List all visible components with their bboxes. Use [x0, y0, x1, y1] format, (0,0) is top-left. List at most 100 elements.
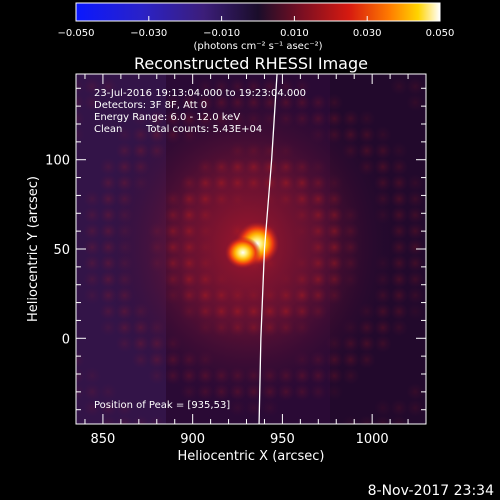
ripple-blob [373, 206, 392, 225]
ripple-blob [131, 302, 150, 321]
ripple-blob [293, 206, 312, 225]
ripple-blob [373, 125, 392, 144]
ripple-blob [131, 334, 150, 353]
ripple-blob [115, 125, 134, 144]
ripple-blob [180, 109, 199, 128]
ripple-blob [260, 318, 279, 337]
ripple-blob [180, 270, 199, 289]
ripple-blob [325, 238, 344, 257]
ripple-blob [341, 238, 360, 257]
ripple-blob [406, 77, 425, 96]
ripple-blob [373, 190, 392, 208]
ripple-blob [131, 350, 150, 369]
ripple-blob [325, 286, 344, 305]
ripple-blob [99, 238, 118, 257]
ripple-blob [293, 77, 312, 96]
ripple-blob [99, 190, 118, 208]
ripple-blob [341, 206, 360, 225]
ripple-blob [196, 190, 215, 208]
ripple-blob [196, 173, 215, 192]
ripple-blob [341, 334, 360, 353]
ripple-blob [147, 318, 166, 337]
ripple-blob [131, 141, 150, 160]
ripple-blob [228, 77, 247, 96]
ripple-blob [196, 350, 215, 369]
ripple-blob [341, 350, 360, 369]
ripple-blob [373, 173, 392, 192]
ripple-blob [260, 302, 279, 321]
ripple-blob [325, 109, 344, 128]
ripple-blob [212, 109, 231, 128]
ripple-blob [163, 238, 182, 257]
ripple-blob [341, 415, 360, 424]
ripple-blob [147, 366, 166, 385]
ripple-blob [163, 109, 182, 128]
ripple-blob [406, 190, 425, 208]
ripple-blob [212, 286, 231, 305]
y-tick-label: 100 [45, 154, 70, 169]
ripple-blob [147, 109, 166, 128]
annotation-detectors: Detectors: 3F 8F, Att 0 [94, 100, 207, 111]
ripple-blob [76, 77, 85, 96]
ripple-blob [147, 238, 166, 257]
ripple-blob [325, 366, 344, 385]
ripple-blob [357, 415, 376, 424]
ripple-blob [293, 190, 312, 208]
ripple-blob [341, 318, 360, 337]
ripple-blob [406, 238, 425, 257]
ripple-blob [99, 382, 118, 401]
ripple-blob [260, 109, 279, 128]
ripple-blob [115, 238, 134, 257]
ripple-blob [277, 93, 295, 112]
ripple-blob [196, 77, 215, 96]
ripple-blob [390, 286, 409, 305]
ripple-blob [163, 125, 182, 144]
ripple-blob [115, 141, 134, 160]
ripple-blob [325, 206, 344, 225]
ripple-blob [163, 93, 182, 112]
colorbar [75, 2, 441, 22]
ripple-blob [390, 415, 409, 424]
ripple-blob [196, 382, 215, 401]
ripple-blob [244, 366, 263, 385]
ripple-blob [325, 93, 344, 112]
ripple-blob [277, 190, 295, 208]
ripple-blob [99, 173, 118, 192]
ripple-blob [212, 318, 231, 337]
ripple-blob [293, 222, 312, 241]
ripple-blob [341, 141, 360, 160]
ripple-blob [99, 77, 118, 96]
ripple-blob [99, 286, 118, 305]
ripple-blob [83, 93, 102, 112]
ripple-blob [244, 286, 263, 305]
ripple-blob [406, 222, 425, 241]
ripple-blob [293, 173, 312, 192]
ripple-blob [406, 286, 425, 305]
ripple-blob [115, 334, 134, 353]
ripple-blob [99, 254, 118, 273]
ripple-blob [277, 173, 295, 192]
ripple-blob [147, 222, 166, 241]
x-tick-label: 1000 [356, 432, 389, 447]
ripple-blob [83, 206, 102, 225]
ripple-blob [357, 350, 376, 369]
annotation-peak: Position of Peak = [935,53] [94, 400, 230, 411]
ripple-blob [293, 93, 312, 112]
ripple-blob [309, 302, 328, 321]
ripple-blob [406, 93, 425, 112]
ripple-blob [99, 318, 118, 337]
ripple-blob [212, 302, 231, 321]
ripple-blob [277, 286, 295, 305]
annotation-method: Clean [94, 124, 122, 135]
ripple-blob [325, 190, 344, 208]
ripple-blob [163, 190, 182, 208]
ripple-blob [341, 270, 360, 289]
ripple-blob [390, 398, 409, 417]
ripple-blob [406, 398, 425, 417]
ripple-blob [196, 238, 215, 257]
ripple-blob [244, 77, 263, 96]
ripple-blob [309, 109, 328, 128]
ripple-blob [180, 93, 199, 112]
ripple-blob [390, 238, 409, 257]
ripple-blob [228, 157, 247, 176]
